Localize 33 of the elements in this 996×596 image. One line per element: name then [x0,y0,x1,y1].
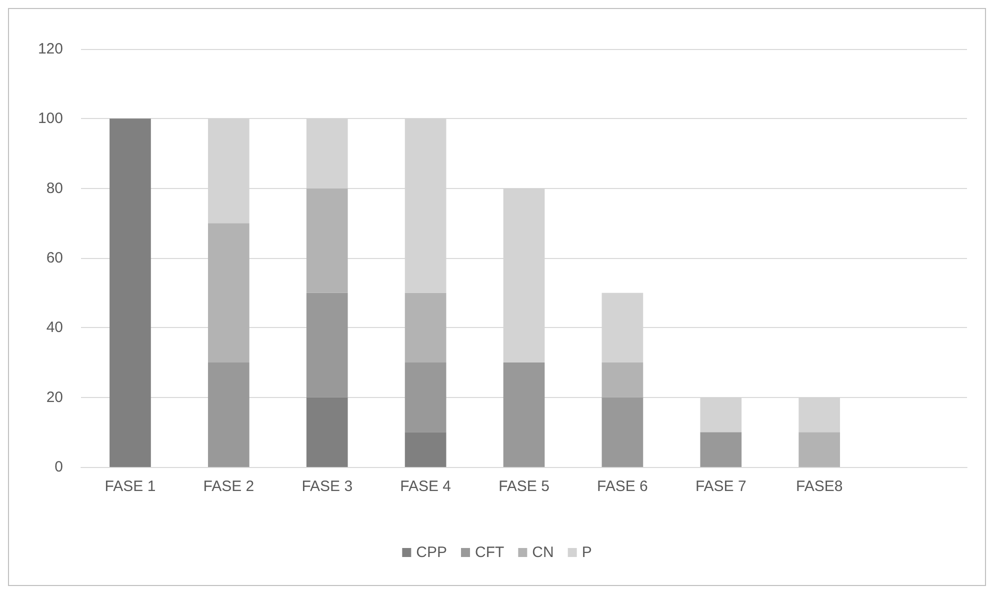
bar [404,362,446,432]
bar [503,362,545,467]
bar [306,188,348,293]
legend-label: CFT [475,544,504,561]
x-tick-label: FASE 3 [302,478,353,495]
x-tick-label: FASE 7 [695,478,746,495]
bar [602,397,644,467]
y-tick-label: 0 [54,458,63,476]
bar [208,223,250,362]
bar [798,432,840,467]
bar [306,397,348,467]
x-tick-label: FASE8 [796,478,843,495]
bar [602,362,644,398]
bar [404,292,446,362]
y-tick-label: 120 [38,40,63,58]
bar [110,118,151,467]
x-tick-label: FASE 4 [400,478,451,495]
y-tick-label: 80 [46,180,63,197]
y-tick-label: 60 [46,250,63,266]
bar [208,362,250,467]
x-tick-label: FASE 5 [498,478,550,495]
legend-label: CPP [416,544,448,561]
bar [404,432,446,467]
y-tick-label: 100 [38,110,63,128]
x-tick-label: FASE 6 [597,478,648,495]
y-tick-label: 40 [46,319,63,336]
x-tick-label: FASE 2 [203,478,254,495]
bar [306,292,348,398]
legend-label: CN [532,544,554,561]
bar [700,432,742,467]
x-tick-label: FASE 1 [104,478,156,495]
legend-label: P [582,544,592,561]
y-tick-label: 20 [46,388,63,406]
